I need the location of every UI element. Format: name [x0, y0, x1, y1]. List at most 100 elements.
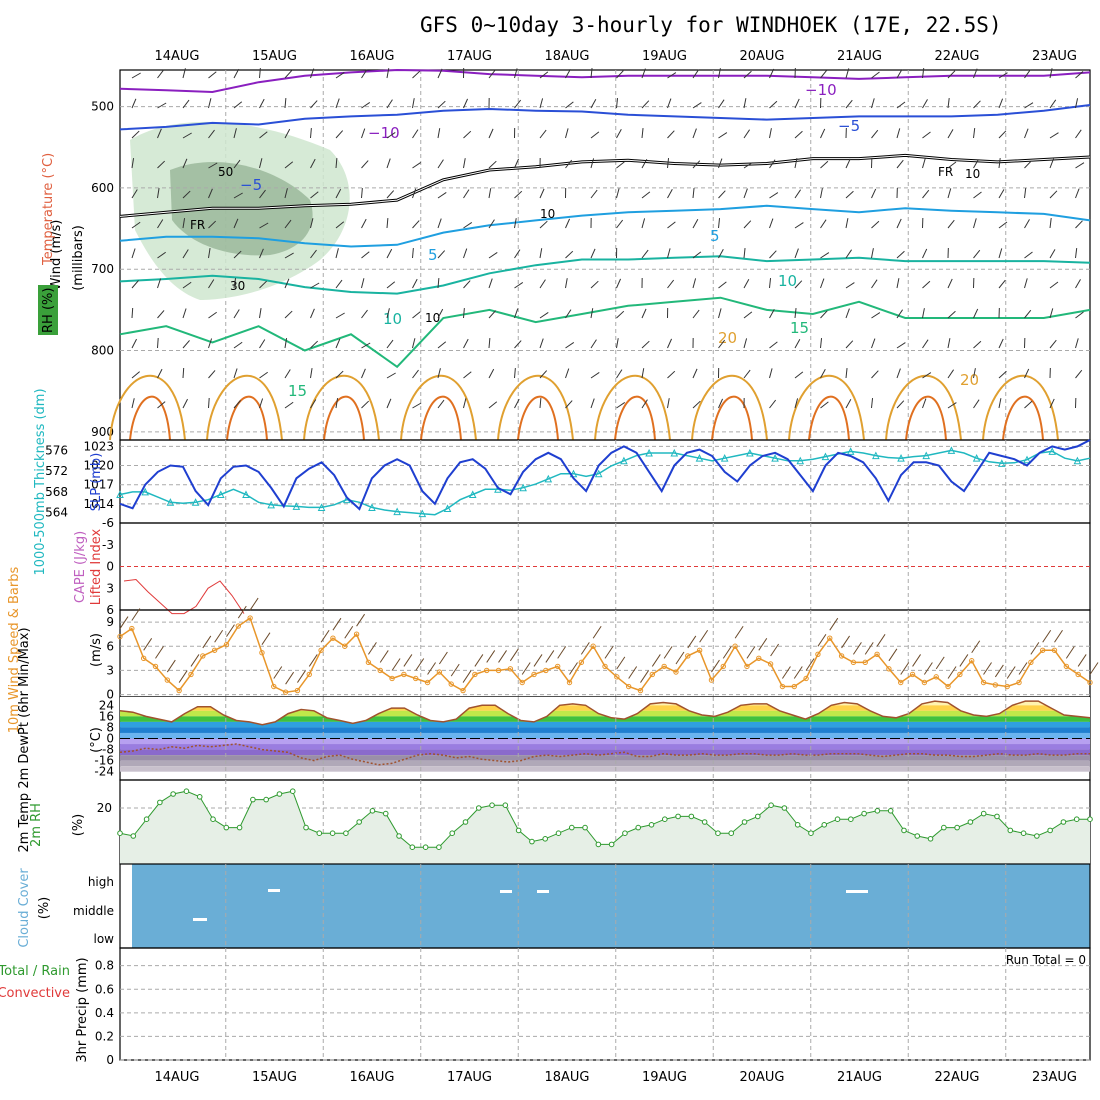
rh2m-marker	[808, 830, 814, 837]
wind-barb	[820, 310, 828, 319]
wind-barb	[616, 161, 625, 169]
wind10m-barb	[1065, 646, 1075, 659]
wind-barb	[896, 278, 900, 289]
wind10m-marker	[140, 655, 147, 662]
rh2m-marker	[715, 830, 721, 837]
thickness-marker	[1023, 455, 1031, 464]
wind10m-marker	[862, 659, 868, 666]
wind-barb	[794, 158, 798, 169]
wind-barb	[769, 159, 776, 169]
wind-barb	[947, 338, 951, 349]
wind-barb	[1075, 248, 1078, 259]
wind-barb	[361, 278, 365, 289]
rh2m-marker	[117, 830, 123, 837]
top-date-label: 23AUG	[1032, 49, 1077, 64]
thickness-label: 1000-500mb Thickness (dm)	[33, 388, 48, 575]
contour-label-p10b: 10	[383, 310, 402, 328]
wind10m-barb	[557, 646, 567, 659]
wind-barb	[412, 278, 418, 289]
temp-25-lobe	[808, 395, 850, 441]
wind10m-marker	[330, 635, 336, 641]
rh2m-marker	[196, 794, 203, 800]
thickness-marker	[1048, 447, 1057, 455]
wind-barb	[284, 401, 294, 409]
top-date-label: 19AUG	[642, 49, 687, 64]
wind10m-marker	[590, 643, 596, 649]
wind10m-barb	[687, 635, 697, 649]
wind10m-marker	[625, 683, 632, 690]
wind10m-marker	[519, 679, 525, 686]
wind10m-marker	[495, 667, 502, 674]
wind-barb	[208, 248, 211, 259]
wind-barb	[667, 370, 676, 379]
wind-barb	[157, 251, 166, 259]
wind10m-marker	[767, 661, 774, 667]
wind-barb	[310, 100, 318, 109]
wind-barb	[794, 339, 801, 349]
wind-barb	[361, 218, 367, 229]
wind-barb	[845, 158, 851, 169]
rh2m-marker	[236, 824, 243, 831]
wind10m-marker	[543, 667, 549, 674]
wind-barb	[641, 100, 650, 109]
wind-barb	[437, 341, 447, 349]
wind10m-marker	[945, 683, 951, 690]
rh-contour-label: 30	[230, 279, 245, 293]
wind-barb	[922, 99, 928, 109]
wind10m-barb	[947, 666, 957, 679]
wind-barb	[131, 398, 135, 409]
rh2m-unit: (%)	[71, 814, 86, 837]
wind-barb	[922, 372, 932, 379]
wind-barb	[157, 160, 166, 169]
wind-barb	[335, 98, 340, 109]
wind-barb	[1049, 218, 1052, 229]
wind-barb	[259, 248, 264, 259]
temp-band	[120, 755, 1090, 761]
rh-legend-swatch	[38, 285, 58, 335]
rh-tick: 20	[97, 801, 112, 815]
contour-label-m5: −5	[838, 117, 860, 135]
wind-barb	[488, 128, 494, 139]
wind10m-barb	[308, 654, 318, 667]
wind10m-barb	[367, 642, 377, 655]
rh2m-marker	[143, 816, 150, 823]
rh2m-marker	[781, 805, 788, 811]
lifted-tick: -6	[102, 516, 114, 530]
wind-barb	[131, 189, 138, 199]
rh2m-marker	[316, 830, 323, 837]
wind10m-marker	[614, 674, 620, 680]
contour-label-fr: FR	[938, 165, 953, 179]
wind10m-barb	[332, 617, 342, 631]
wind-barb	[769, 218, 774, 229]
wind-barb	[157, 310, 165, 319]
wind-barb	[743, 311, 753, 319]
rh2m-marker	[1087, 816, 1093, 823]
wind-barb	[463, 158, 466, 169]
wind-barb	[284, 188, 288, 199]
wind-barb	[437, 277, 440, 289]
wind10m-barb	[734, 625, 744, 639]
wind-barb	[310, 340, 319, 349]
wind-barb	[998, 72, 1008, 79]
wind-barb	[182, 132, 192, 139]
thickness-marker	[418, 509, 427, 518]
top-date-label: 17AUG	[447, 49, 492, 64]
wind-barb	[1075, 71, 1084, 79]
wind-barb	[667, 221, 676, 229]
slp-tick: 1020	[83, 459, 114, 473]
wind-barb	[437, 218, 442, 229]
cloud-gap	[846, 890, 868, 893]
pressure-tick: 500	[91, 100, 114, 114]
thickness-marker	[292, 502, 301, 510]
wind-barb	[973, 159, 979, 169]
wind-barb	[310, 249, 317, 259]
wind-barb	[845, 308, 850, 319]
wind-barb	[820, 278, 825, 289]
wind-axis-label: Wind (m/s)	[49, 220, 64, 291]
cloud-gap	[537, 890, 549, 893]
precip-tick: 0.4	[95, 1006, 114, 1020]
wind-barb	[1075, 98, 1079, 109]
wind-tick: 0	[106, 688, 114, 702]
cloud-tick: low	[94, 932, 115, 946]
wind10m-barb	[675, 651, 685, 665]
